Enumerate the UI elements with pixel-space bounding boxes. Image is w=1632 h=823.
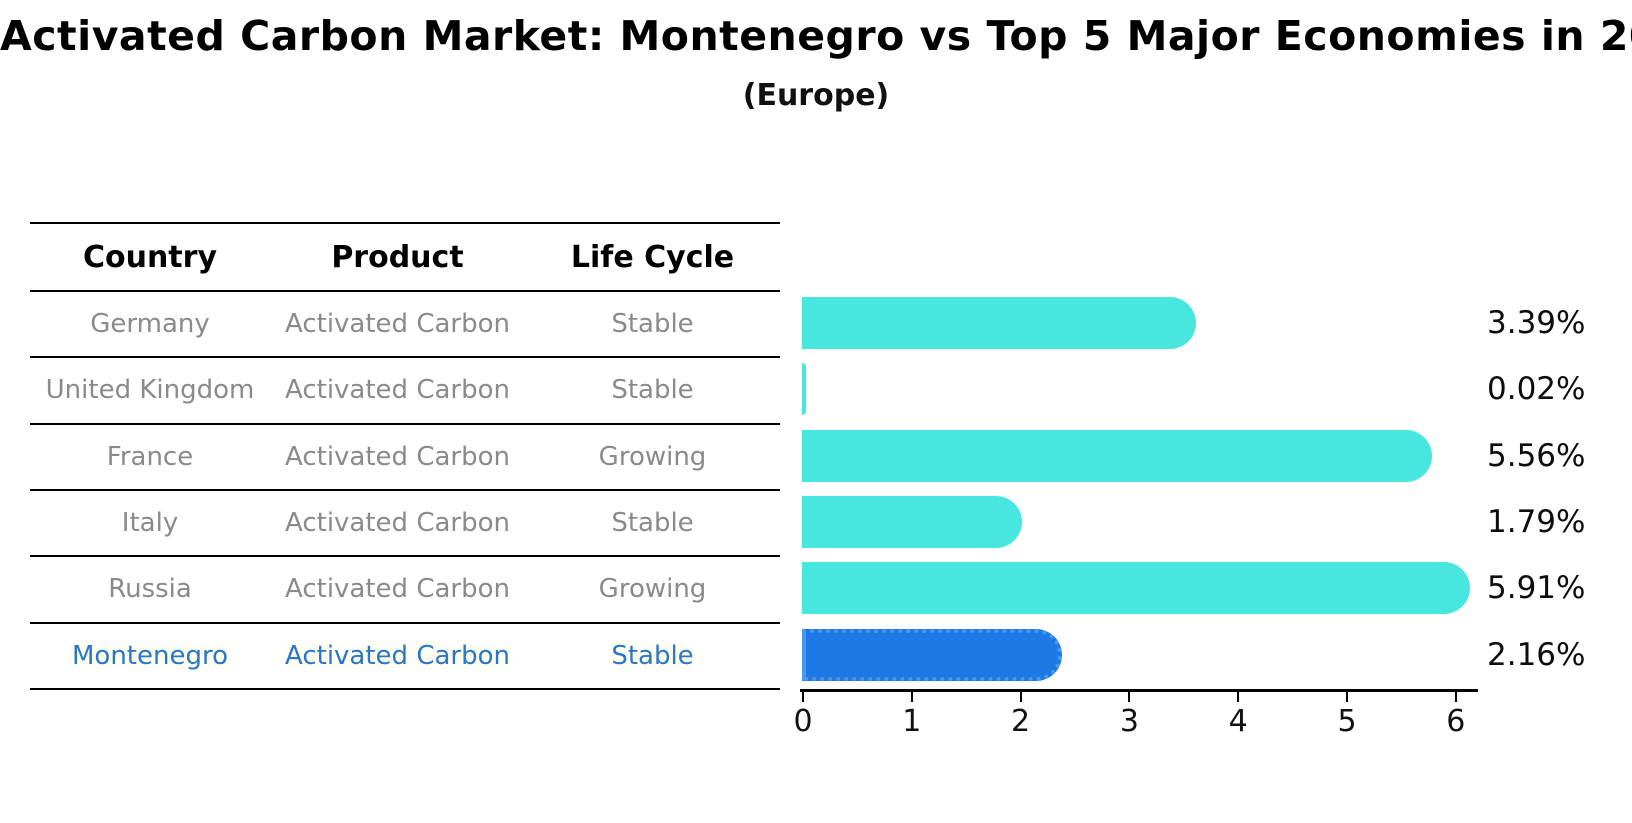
cell-country: United Kingdom (45, 375, 255, 406)
table-row-france: France Activated Carbon Growing (30, 425, 780, 491)
cell-product: Activated Carbon (285, 640, 510, 671)
cell-product: Activated Carbon (285, 441, 510, 472)
info-table: Country Product Life Cycle Germany Activ… (30, 222, 780, 690)
x-tick-label: 2 (1011, 704, 1031, 739)
value-label-montenegro: 2.16% (1487, 636, 1586, 673)
table-row-united-kingdom: United Kingdom Activated Carbon Stable (30, 358, 780, 425)
bar-row (802, 356, 1502, 422)
tick-mark (1346, 692, 1348, 702)
bar-row (802, 555, 1502, 621)
value-label-germany: 3.39% (1487, 305, 1586, 342)
cell-country: Russia (108, 574, 192, 605)
bar-france (802, 429, 1432, 482)
cell-life-cycle: Stable (611, 640, 694, 671)
table-row-italy: Italy Activated Carbon Stable (30, 491, 780, 558)
x-axis (800, 689, 1478, 692)
cell-life-cycle: Growing (598, 574, 707, 605)
cell-product: Activated Carbon (285, 309, 510, 340)
x-tick-label: 1 (902, 704, 922, 739)
x-tick-label: 0 (793, 704, 813, 739)
bar-italy (802, 496, 1022, 549)
table-row-montenegro: Montenegro Activated Carbon Stable (30, 624, 780, 690)
tick-mark (910, 692, 913, 702)
tick-mark (802, 692, 804, 702)
table-header-row: Country Product Life Cycle (30, 224, 780, 292)
cell-product: Activated Carbon (285, 574, 510, 605)
cell-country: Germany (90, 309, 210, 340)
cell-life-cycle: Growing (598, 441, 707, 472)
chart-subtitle: (Europe) (742, 78, 890, 113)
table-row-germany: Germany Activated Carbon Stable (30, 292, 780, 359)
cell-country: France (106, 441, 194, 472)
x-tick-label: 3 (1119, 704, 1139, 739)
column-header-product: Product (331, 239, 464, 275)
cell-life-cycle: Stable (611, 375, 694, 406)
column-header-country: Country (82, 239, 218, 275)
column-header-life-cycle: Life Cycle (570, 239, 735, 275)
cell-life-cycle: Stable (611, 508, 694, 539)
value-label-france: 5.56% (1487, 437, 1586, 474)
bar-row (802, 423, 1502, 489)
bar-russia (802, 562, 1470, 615)
bar-montenegro (802, 628, 1062, 681)
bar-germany (802, 297, 1196, 350)
value-label-italy: 1.79% (1487, 504, 1586, 541)
cell-life-cycle: Stable (611, 309, 694, 340)
cell-product: Activated Carbon (285, 508, 510, 539)
cell-country: Montenegro (71, 640, 228, 671)
x-tick-label: 4 (1228, 704, 1248, 739)
bar-row (802, 290, 1502, 356)
value-label-united-kingdom: 0.02% (1487, 371, 1586, 408)
tick-mark (1128, 692, 1131, 702)
chart-title: Activated Carbon Market: Montenegro vs T… (0, 12, 1632, 60)
cell-country: Italy (121, 508, 179, 539)
cell-product: Activated Carbon (285, 375, 510, 406)
tick-mark (1454, 692, 1457, 702)
bar-row (802, 622, 1502, 688)
x-tick-label: 6 (1446, 704, 1466, 739)
tick-mark (1019, 692, 1022, 702)
value-label-column: 3.39% 0.02% 5.56% 1.79% 5.91% 2.16% (1487, 290, 1627, 688)
x-axis-ticks: 0 1 2 3 4 5 6 (793, 692, 1478, 752)
table-row-russia: Russia Activated Carbon Growing (30, 557, 780, 624)
bar-plot-area (802, 290, 1502, 688)
value-label-russia: 5.91% (1487, 570, 1586, 607)
bar-united-kingdom (802, 363, 806, 416)
tick-mark (1237, 692, 1240, 702)
x-tick-label: 5 (1337, 704, 1357, 739)
bar-row (802, 489, 1502, 555)
